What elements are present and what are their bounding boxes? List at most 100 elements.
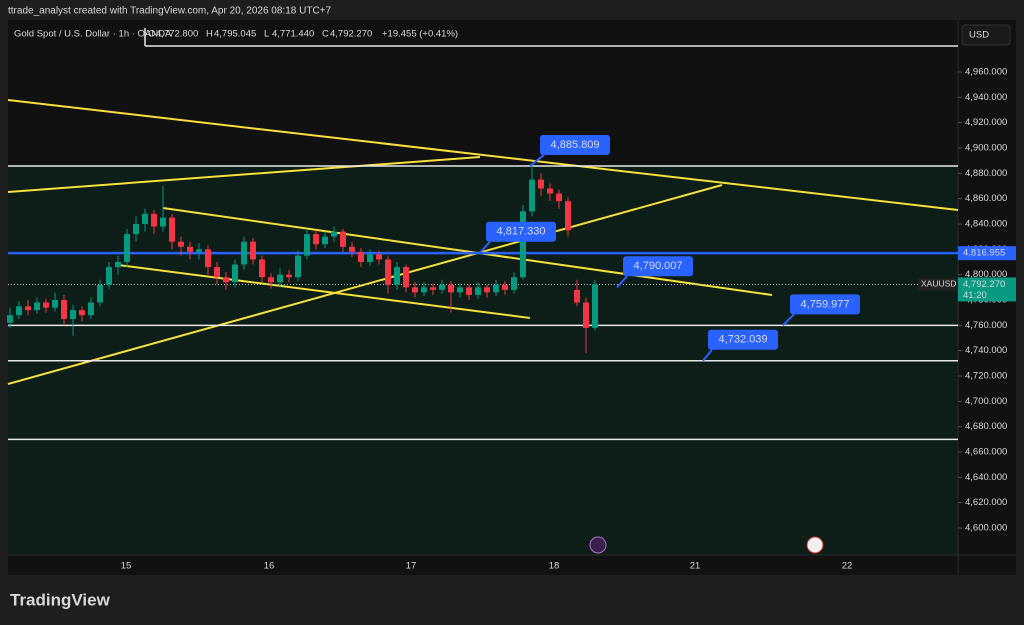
candle-body xyxy=(529,179,535,212)
symbol: Gold Spot / U.S. Dollar · 1h · OANDA xyxy=(14,29,172,40)
y-tick-label: 4,640.000 xyxy=(965,472,1007,483)
candle-body xyxy=(331,231,337,237)
last-tag-label: 4,792.270 xyxy=(963,279,1005,290)
candle-body xyxy=(349,246,355,252)
credit: ttrade_analyst created with TradingView.… xyxy=(8,6,332,17)
candle-body xyxy=(484,287,490,293)
callout-box xyxy=(708,329,778,350)
y-tick-label: 4,860.000 xyxy=(965,193,1007,204)
candle-body xyxy=(7,315,13,323)
ohlc-readout: O 4,772.800 H 4,795.045 L 4,771.440 C 4,792.270… xyxy=(148,29,458,40)
candle-body xyxy=(61,299,67,319)
ohlc-value: 4,772.800 xyxy=(156,29,198,40)
candle-body xyxy=(52,299,58,308)
candle-body xyxy=(88,302,94,316)
candle-body xyxy=(205,249,211,268)
candle-body xyxy=(448,284,454,293)
candle-body xyxy=(43,302,49,308)
x-tick-label: 17 xyxy=(406,561,417,572)
ohlc-key: H xyxy=(206,29,213,40)
candle-body xyxy=(250,241,256,260)
y-tick-label: 4,660.000 xyxy=(965,447,1007,458)
candle-body xyxy=(169,217,175,242)
candle-body xyxy=(565,201,571,231)
candle-body xyxy=(142,213,148,224)
candle-body xyxy=(340,231,346,247)
y-tick-label: 4,800.000 xyxy=(965,269,1007,280)
y-tick-label: 4,620.000 xyxy=(965,497,1007,508)
y-tick-label: 4,960.000 xyxy=(965,66,1007,77)
candle-body xyxy=(259,259,265,278)
callout-pointer xyxy=(529,154,545,167)
flag-icon[interactable] xyxy=(806,536,824,554)
callout-box xyxy=(623,256,693,277)
candle-body xyxy=(412,287,418,293)
candle-body xyxy=(547,188,553,194)
candle-body xyxy=(34,302,40,311)
symbol-tag-label: XAUUSD xyxy=(921,279,956,289)
candle-body xyxy=(268,277,274,283)
candle-body xyxy=(214,267,220,278)
y-tick-label: 4,840.000 xyxy=(965,218,1007,229)
y-tick-label: 4,940.000 xyxy=(965,92,1007,103)
candle-body xyxy=(556,193,562,202)
callout-label: 4,759.977 xyxy=(801,298,850,310)
symbol-tag xyxy=(918,278,958,291)
x-tick-label: 21 xyxy=(690,561,701,572)
candle-body xyxy=(367,254,373,262)
candle-body xyxy=(322,236,328,245)
callout-label: 4,732.039 xyxy=(719,334,768,346)
callout-box xyxy=(486,221,556,242)
candle-body xyxy=(25,306,31,311)
callout-pointer xyxy=(782,313,795,327)
candle-body xyxy=(394,267,400,285)
candle-body xyxy=(421,287,427,293)
trend-line xyxy=(117,264,531,319)
ohlc-value: 4,795.045 xyxy=(214,29,256,40)
y-tick-label: 4,720.000 xyxy=(965,371,1007,382)
candle-body xyxy=(115,261,121,268)
x-tick-label: 22 xyxy=(842,561,853,572)
candle-body xyxy=(196,249,202,252)
ohlc-value: 4,771.440 xyxy=(272,29,314,40)
currency: USD xyxy=(969,30,989,41)
x-tick-label: 18 xyxy=(549,561,560,572)
candle-body xyxy=(304,234,310,256)
candle-body xyxy=(70,310,76,319)
ohlc-key: L xyxy=(264,29,269,40)
event-icon[interactable] xyxy=(589,536,607,554)
ohlc-key: O xyxy=(148,29,155,40)
candle-body xyxy=(79,310,85,316)
x-tick-label: 16 xyxy=(264,561,275,572)
candle-body xyxy=(592,284,598,328)
x-tick-label: 15 xyxy=(121,561,132,572)
candle-body xyxy=(97,284,103,303)
candle-body xyxy=(385,259,391,285)
candle-body xyxy=(286,274,292,278)
candle-body xyxy=(358,251,364,262)
candle-body xyxy=(313,234,319,245)
candle-body xyxy=(232,264,238,283)
y-tick-label: 4,900.000 xyxy=(965,142,1007,153)
currency-box[interactable] xyxy=(961,24,1011,46)
candle-body xyxy=(223,277,229,283)
callout-box xyxy=(790,294,860,315)
y-tick-label: 4,880.000 xyxy=(965,168,1007,179)
callout-pointer xyxy=(479,241,491,254)
candle-body xyxy=(133,223,139,235)
ohlc-key: C xyxy=(322,29,329,40)
candle-body xyxy=(466,287,472,295)
candle-body xyxy=(538,179,544,189)
candle-body xyxy=(511,277,517,290)
candle-body xyxy=(493,284,499,293)
candle-body xyxy=(583,302,589,328)
callout-pointer xyxy=(702,349,713,362)
candle-body xyxy=(295,255,301,278)
callout-label: 4,885.809 xyxy=(551,139,600,151)
candle-body xyxy=(574,289,580,303)
candle-body xyxy=(160,217,166,227)
candle-body xyxy=(475,287,481,295)
countdown: 41:20 xyxy=(963,290,987,301)
